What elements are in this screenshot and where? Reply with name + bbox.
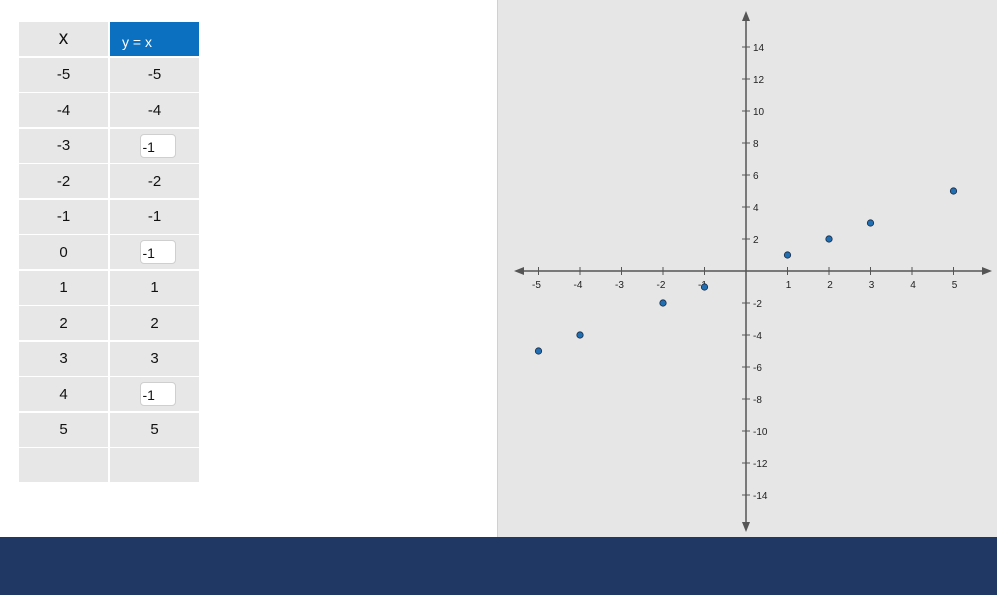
x-axis-left-arrow-icon [514,267,524,275]
x-tick-label: 1 [786,280,792,291]
table-row [19,448,201,484]
y-value-cell [110,235,199,269]
y-value-input[interactable] [139,382,176,406]
x-value-cell: -2 [19,164,108,198]
x-tick-label: -5 [532,280,541,291]
x-value-cell: -4 [19,93,108,127]
x-column-header: x [19,22,108,56]
y-value-cell: -2 [110,164,199,198]
plotted-point [825,235,833,243]
x-value-cell: 3 [19,341,108,376]
x-tick-label: -3 [615,280,624,291]
y-value-cell: -4 [110,93,199,127]
y-tick-label: -8 [753,395,762,406]
y-tick-label: -10 [753,427,768,438]
table-row: -2 -2 [19,164,201,200]
y-tick-label: 14 [753,43,765,54]
table-body: -5-5-4-4-3-2-2-1-10112233455 [19,57,201,484]
x-value-cell [19,448,108,482]
x-tick-label: 4 [910,280,916,291]
y-tick-label: 10 [753,107,765,118]
x-value-cell: -5 [19,57,108,92]
y-tick-label: 12 [753,75,765,86]
y-tick-label: -4 [753,331,762,342]
y-axis-down-arrow-icon [742,522,750,532]
y-tick-label: 8 [753,139,759,150]
x-tick-label: 5 [952,280,958,291]
x-value-cell: 1 [19,270,108,305]
x-value-cell: 0 [19,235,108,269]
coordinate-plane: -5-4-3-2-1123451412108642-2-4-6-8-10-12-… [514,11,992,532]
y-tick-label: 6 [753,171,759,182]
table-row: 0 [19,235,201,271]
plotted-point [866,219,875,227]
footer-bar [0,537,997,595]
y-value-input[interactable] [139,133,176,158]
plotted-point [659,299,667,307]
y-tick-label: 2 [753,235,759,246]
y-value-input[interactable] [139,240,176,264]
table-row: 4 [19,377,201,413]
y-value-cell: 5 [110,412,199,447]
y-tick-label: 4 [753,203,759,214]
x-axis-right-arrow-icon [982,267,992,275]
x-value-cell: -1 [19,199,108,234]
x-tick-label: 3 [869,280,875,291]
table-panel: x y = x -5-5-4-4-3-2-2-1-10112233455 [0,0,497,537]
table-row: -1 -1 [19,199,201,236]
y-value-cell: 1 [110,270,199,305]
plotted-point [534,347,543,355]
y-column-header: y = x [110,22,199,56]
x-value-cell: 2 [19,306,108,340]
y-tick-label: -12 [753,459,768,470]
x-value-cell: 4 [19,377,108,411]
y-tick-label: -2 [753,299,762,310]
y-axis-up-arrow-icon [742,11,750,21]
graph-panel: -5-4-3-2-1123451412108642-2-4-6-8-10-12-… [497,0,997,537]
x-tick-label: -4 [574,280,583,291]
y-value-cell: -5 [110,57,199,92]
y-value-cell [110,128,199,163]
table-header-row: x y = x [19,22,201,58]
x-tick-label: 2 [827,280,833,291]
x-value-cell: 5 [19,412,108,447]
y-tick-label: -14 [753,491,768,502]
y-value-cell: -1 [110,199,199,234]
plotted-point [949,187,958,195]
x-value-cell: -3 [19,128,108,163]
plotted-point [783,251,792,259]
plotted-point [576,331,584,339]
y-value-cell [110,448,199,482]
y-value-cell [110,377,199,411]
y-value-cell: 3 [110,341,199,376]
x-tick-label: -2 [657,280,666,291]
plotted-point [700,283,709,291]
xy-value-table: x y = x -5-5-4-4-3-2-2-1-10112233455 [19,22,201,484]
table-row: -3 [19,128,201,165]
y-tick-label: -6 [753,363,762,374]
table-row: -4 -4 [19,93,201,129]
y-value-cell: 2 [110,306,199,340]
table-row: -5 -5 [19,57,201,94]
